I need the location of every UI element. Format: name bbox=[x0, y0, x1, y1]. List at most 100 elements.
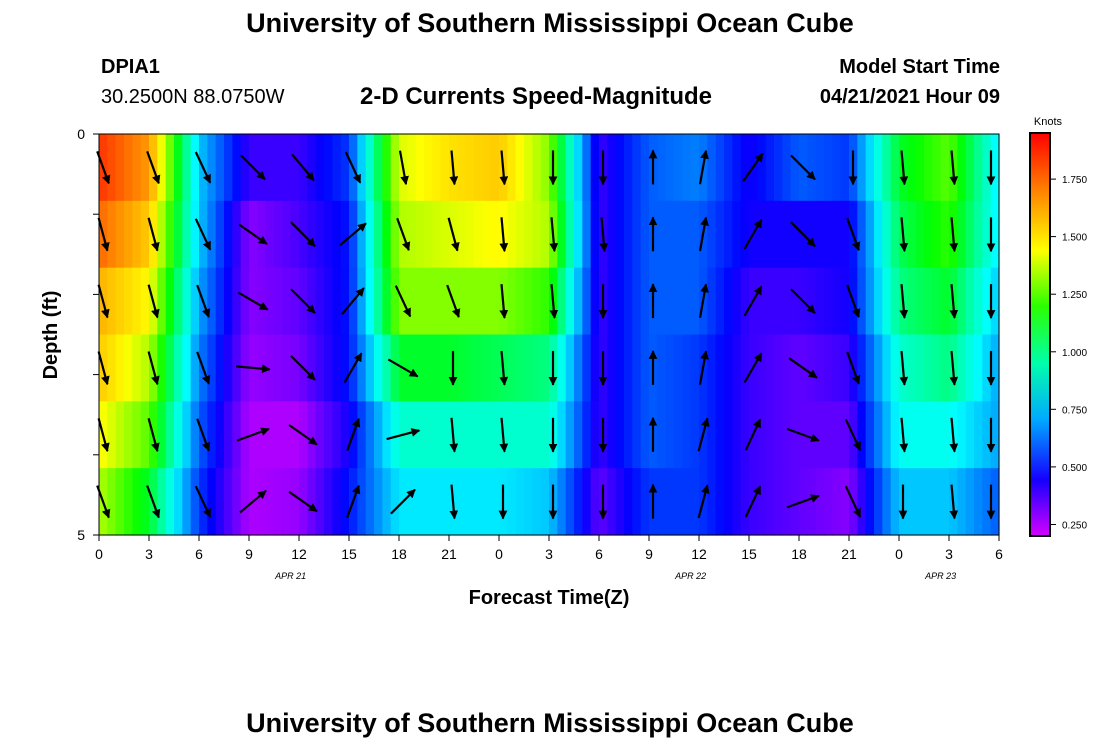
heatmap-cell bbox=[665, 468, 675, 536]
current-arrow bbox=[549, 217, 559, 253]
heatmap-cell bbox=[774, 200, 783, 269]
heatmap-cell bbox=[982, 334, 992, 402]
heatmap-cell bbox=[607, 401, 617, 469]
heatmap-cell bbox=[907, 468, 917, 536]
heatmap-cell bbox=[157, 468, 167, 536]
heatmap-cell bbox=[757, 334, 767, 402]
heatmap-cell bbox=[624, 200, 633, 269]
heatmap-cell bbox=[624, 468, 633, 536]
heatmap-cell bbox=[990, 401, 1000, 469]
heatmap-cell bbox=[732, 134, 742, 202]
heatmap-cell bbox=[824, 334, 833, 402]
heatmap-cell bbox=[657, 200, 667, 269]
heatmap-cell bbox=[957, 468, 967, 536]
colorbar-tick-label: 1.000 bbox=[1062, 348, 1087, 359]
heatmap-cell bbox=[324, 334, 333, 402]
heatmap-cell bbox=[874, 468, 883, 536]
heatmap-cell bbox=[807, 134, 817, 202]
current-arrow bbox=[744, 485, 762, 518]
heatmap-cell bbox=[907, 334, 917, 402]
x-tick-label: 15 bbox=[741, 546, 757, 562]
heatmap-cell bbox=[824, 468, 833, 536]
heatmap-cell bbox=[124, 334, 133, 402]
heatmap-cell bbox=[607, 468, 617, 536]
heatmap-cell bbox=[365, 468, 375, 536]
heatmap-cell bbox=[790, 200, 800, 269]
heatmap-cell bbox=[990, 134, 1000, 202]
heatmap-cell bbox=[690, 334, 700, 402]
current-arrow bbox=[398, 150, 409, 186]
x-tick-label: 9 bbox=[645, 546, 653, 562]
heatmap-cell bbox=[740, 200, 750, 269]
current-arrows bbox=[96, 149, 996, 520]
heatmap-cell bbox=[224, 134, 233, 202]
heatmap-cell bbox=[640, 134, 650, 202]
heatmap-cell bbox=[715, 401, 725, 469]
heatmap-cell bbox=[140, 401, 150, 469]
heatmap-cell bbox=[815, 267, 825, 336]
heatmap-cell bbox=[515, 200, 525, 269]
heatmap-cell bbox=[965, 401, 975, 469]
heatmap-cell bbox=[474, 401, 483, 469]
current-arrow bbox=[698, 350, 709, 385]
heatmap-cell bbox=[265, 267, 275, 336]
current-arrow bbox=[698, 283, 709, 318]
colorbar-unit: Knots bbox=[1034, 116, 1063, 128]
current-arrow bbox=[743, 285, 763, 317]
heatmap-cell bbox=[882, 468, 892, 536]
model-start-value: 04/21/2021 Hour 09 bbox=[819, 86, 1000, 108]
heatmap-cell bbox=[115, 334, 125, 402]
heatmap-cell bbox=[707, 267, 717, 336]
heatmap-cell bbox=[674, 334, 683, 402]
heatmap-cell bbox=[574, 267, 583, 336]
heatmap-cell bbox=[832, 401, 842, 469]
x-tick-label: 12 bbox=[691, 546, 707, 562]
current-arrow bbox=[949, 417, 959, 453]
heatmap-cell bbox=[374, 134, 383, 202]
current-arrow bbox=[341, 287, 365, 315]
heatmap-cell bbox=[157, 267, 167, 336]
current-arrow bbox=[698, 149, 709, 185]
heatmap-cell bbox=[832, 200, 842, 269]
heatmap-cell bbox=[274, 267, 283, 336]
heatmap-cell bbox=[765, 468, 775, 536]
heatmap-cell bbox=[282, 200, 292, 269]
heatmap-cell bbox=[524, 468, 533, 536]
heatmap-cell bbox=[882, 134, 892, 202]
heatmap-cell bbox=[615, 267, 625, 336]
current-arrow bbox=[697, 484, 710, 519]
heatmap-cell bbox=[532, 134, 542, 202]
current-arrow bbox=[240, 154, 266, 181]
current-arrow bbox=[291, 153, 315, 182]
heatmap-cell bbox=[932, 468, 942, 536]
heatmap-cell bbox=[824, 401, 833, 469]
heatmap-cell bbox=[324, 401, 333, 469]
heatmap-cell bbox=[932, 334, 942, 402]
heatmap-cell bbox=[440, 401, 450, 469]
heatmap-cell bbox=[590, 200, 600, 269]
date-label: APR 21 bbox=[274, 571, 306, 581]
heatmap-cell bbox=[474, 334, 483, 402]
heatmap-cell bbox=[315, 334, 325, 402]
heatmap-cell bbox=[990, 267, 1000, 336]
heatmap-cell bbox=[715, 134, 725, 202]
heatmap-cell bbox=[224, 468, 233, 536]
heatmap-cell bbox=[832, 334, 842, 402]
heatmap-cell bbox=[724, 401, 733, 469]
colorbar-tick-label: 0.750 bbox=[1062, 405, 1087, 416]
heatmap-cell bbox=[557, 134, 567, 202]
heatmap-cell bbox=[615, 200, 625, 269]
heatmap-cell bbox=[782, 134, 792, 202]
heatmap-cell bbox=[290, 334, 300, 402]
current-arrow bbox=[788, 357, 818, 379]
heatmap-cell bbox=[807, 267, 817, 336]
heatmap-cell bbox=[215, 334, 225, 402]
current-arrow bbox=[449, 417, 459, 453]
heatmap-cell bbox=[407, 267, 417, 336]
heatmap-cell bbox=[165, 200, 175, 269]
current-arrow bbox=[499, 217, 509, 253]
heatmap-cell bbox=[765, 267, 775, 336]
heatmap-cell bbox=[807, 401, 817, 469]
current-arrow bbox=[236, 427, 270, 442]
heatmap-cell bbox=[232, 401, 242, 469]
